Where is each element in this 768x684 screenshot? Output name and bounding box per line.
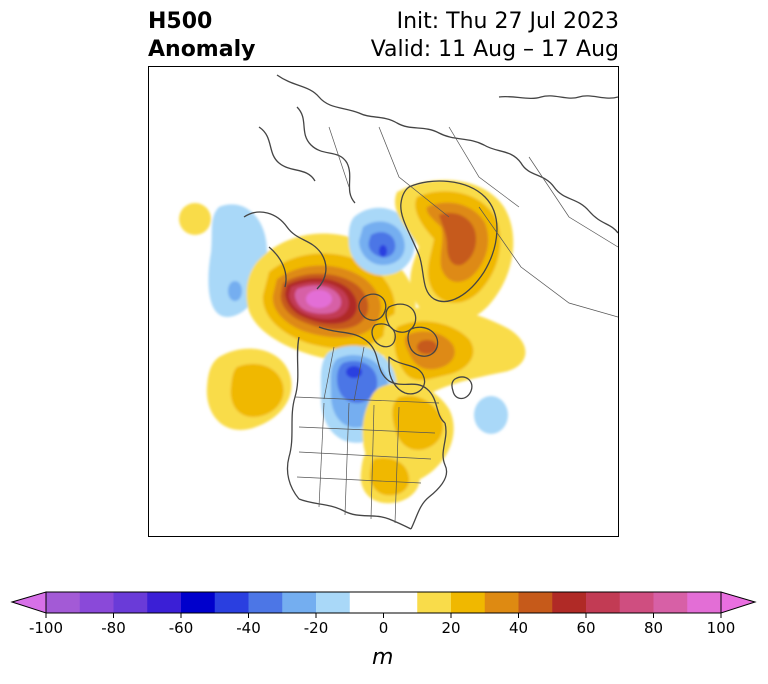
colorbar-tick-label: 20	[441, 619, 460, 635]
anomaly-contours	[179, 180, 526, 504]
colorbar-over-arrow	[720, 591, 757, 614]
colorbar-tick-label: 60	[576, 619, 595, 635]
colorbar-bin	[653, 592, 688, 613]
colorbar-tick-label: -20	[304, 619, 329, 635]
colorbar-tick-label: 80	[644, 619, 663, 635]
colorbar-tick-label: 100	[707, 619, 736, 635]
colorbar-tick-label: -40	[236, 619, 261, 635]
valid-range: Valid: 11 Aug – 17 Aug	[370, 37, 619, 62]
colorbar-bin	[417, 592, 452, 613]
colorbar-tick-label: 0	[379, 619, 389, 635]
colorbar-tick-label: -80	[101, 619, 126, 635]
map-dates: Init: Thu 27 Jul 2023 Valid: 11 Aug – 17…	[371, 8, 619, 64]
colorbar-bin	[316, 592, 351, 613]
political-borders	[294, 126, 618, 524]
coastlines	[243, 74, 618, 530]
colorbar-bin	[552, 592, 587, 613]
colorbar-unit-label: m	[372, 645, 394, 670]
colorbar-bin	[619, 592, 654, 613]
title-variable: H500	[148, 9, 213, 34]
colorbar-bin	[282, 592, 317, 613]
colorbar-bin	[586, 592, 621, 613]
colorbar-tick-label: 40	[509, 619, 528, 635]
colorbar-bin	[147, 592, 182, 613]
title-field: Anomaly	[148, 37, 256, 62]
colorbar-bin	[181, 592, 216, 613]
colorbar-bin	[79, 592, 114, 613]
colorbar-under-arrow	[10, 591, 47, 614]
colorbar-bin	[451, 592, 486, 613]
colorbar-bin	[214, 592, 249, 613]
anomaly-map	[148, 66, 619, 537]
colorbar-bin	[349, 592, 418, 613]
colorbar-bin	[518, 592, 553, 613]
colorbar-bin	[248, 592, 283, 613]
negative-anomaly-atlantic	[474, 396, 508, 434]
colorbar-bin	[687, 592, 722, 613]
colorbar: -100 -80 -60 -40 -20 0 20 40 60 80 100	[10, 591, 757, 635]
colorbar-tick-label: -60	[169, 619, 194, 635]
colorbar-bin	[484, 592, 519, 613]
map-title: H500 Anomaly	[148, 8, 255, 64]
colorbar-bin	[113, 592, 148, 613]
map-canvas	[149, 67, 618, 536]
colorbar-bin	[46, 592, 81, 613]
colorbar-tick-label: -100	[29, 619, 63, 635]
init-date: Init: Thu 27 Jul 2023	[396, 9, 619, 34]
colorbar-ticks: -100 -80 -60 -40 -20 0 20 40 60 80 100	[29, 613, 735, 635]
colorbar-bins	[46, 592, 722, 613]
